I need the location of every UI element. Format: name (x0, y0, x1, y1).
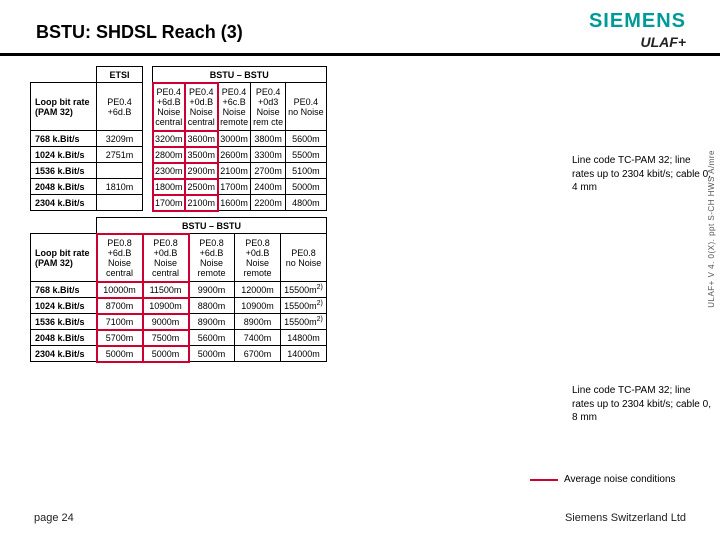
note-cable-08: Line code TC-PAM 32; line rates up to 23… (572, 384, 712, 425)
reach-table-pe08: BSTU – BSTULoop bit rate (PAM 32)PE0.8+6… (30, 217, 327, 362)
page-number: page 24 (34, 512, 74, 524)
note-cable-04: Line code TC-PAM 32; line rates up to 23… (572, 154, 712, 195)
legend-line-icon (530, 479, 558, 481)
reach-table-pe04: ETSIBSTU – BSTULoop bit rate (PAM 32)PE0… (30, 66, 327, 211)
company-name: Siemens Switzerland Ltd (565, 512, 686, 524)
brand-siemens: SIEMENS (589, 10, 686, 33)
brand-ulaf: ULAF+ (641, 34, 687, 50)
legend-label: Average noise conditions (564, 474, 676, 485)
side-doc-ref: ULAF+ V 4. 0(X). ppt S-CH HWS A/mre (707, 150, 716, 308)
legend: Average noise conditions (530, 474, 676, 485)
